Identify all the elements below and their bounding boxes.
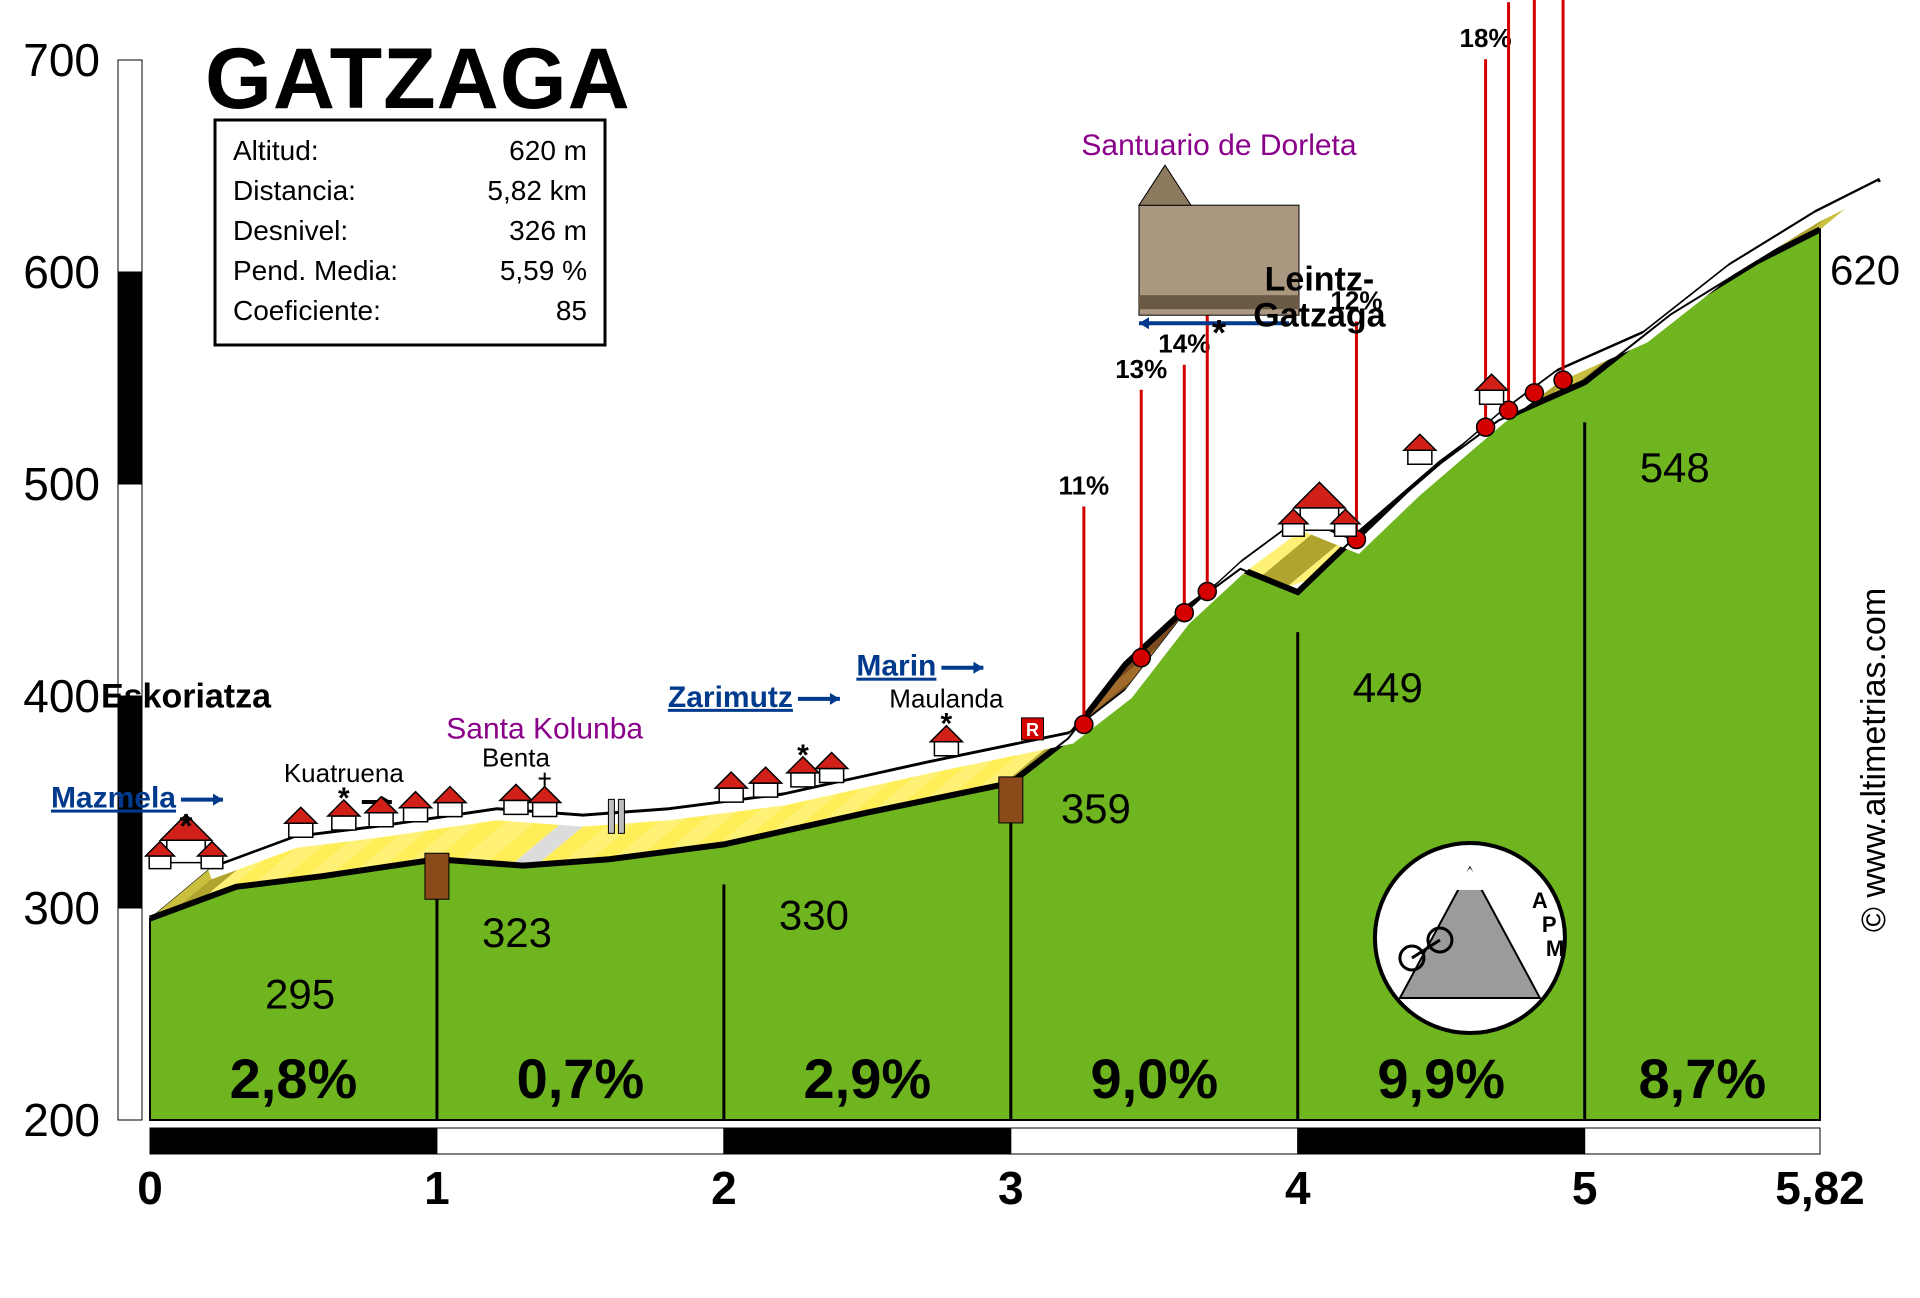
- x-tick: 0: [137, 1162, 163, 1214]
- altitude-mark: 449: [1353, 664, 1423, 711]
- km-gradient-label: 0,7%: [517, 1047, 645, 1110]
- steep-pct-label: 11%: [1059, 471, 1110, 501]
- stats-label: Desnivel:: [233, 215, 348, 246]
- km-gradient-label: 9,9%: [1377, 1047, 1505, 1110]
- rest-icon: R: [1021, 718, 1043, 740]
- steep-dot: [1477, 418, 1495, 436]
- steep-dot: [1132, 649, 1150, 667]
- km-gradient-label: 2,8%: [230, 1047, 358, 1110]
- x-tick: 1: [424, 1162, 450, 1214]
- poi-link[interactable]: Mazmela: [51, 782, 176, 815]
- poi-label: Benta: [482, 742, 550, 772]
- y-tick: 500: [23, 458, 100, 510]
- km-gradient-label: 2,9%: [804, 1047, 932, 1110]
- poi-link[interactable]: Marin: [856, 650, 936, 683]
- altitude-mark: 548: [1640, 444, 1710, 491]
- altitude-mark: 323: [482, 909, 552, 956]
- star-icon: *: [1212, 312, 1226, 353]
- star-icon: *: [338, 782, 350, 815]
- stats-value: 326 m: [509, 215, 587, 246]
- star-icon: *: [179, 808, 193, 846]
- x-tick: 2: [711, 1162, 737, 1214]
- altitude-mark: 295: [265, 971, 335, 1018]
- y-tick: 700: [23, 34, 100, 86]
- stats-label: Altitud:: [233, 135, 319, 166]
- source-label: © www.altimetrias.com: [1855, 588, 1893, 932]
- x-tick: 5,82: [1775, 1162, 1865, 1214]
- stats-value: 5,82 km: [487, 175, 587, 206]
- steep-dot: [1525, 384, 1543, 402]
- svg-text:M: M: [1546, 936, 1564, 961]
- stats-label: Distancia:: [233, 175, 356, 206]
- y-tick: 600: [23, 246, 100, 298]
- y-tick: 300: [23, 882, 100, 934]
- steep-pct-label: 18%: [1460, 23, 1512, 53]
- stats-label: Coeficiente:: [233, 295, 381, 326]
- marker-icon: [425, 853, 449, 899]
- y-tick: 200: [23, 1094, 100, 1146]
- marker-icon: [999, 777, 1023, 823]
- apm-logo: APM: [1375, 843, 1565, 1033]
- steep-dot: [1075, 716, 1093, 734]
- altitude-mark: 620: [1830, 247, 1900, 294]
- x-tick: 3: [998, 1162, 1024, 1214]
- stats-value: 5,59 %: [500, 255, 587, 286]
- star-icon: *: [797, 739, 809, 772]
- poi-label: Santa Kolunba: [446, 713, 643, 746]
- poi-link[interactable]: Zarimutz: [668, 681, 793, 714]
- stats-value: 620 m: [509, 135, 587, 166]
- steep-dot: [1198, 583, 1216, 601]
- steep-dot: [1175, 604, 1193, 622]
- svg-text:A: A: [1532, 888, 1548, 913]
- km-gradient-label: 9,0%: [1090, 1047, 1218, 1110]
- altitude-mark: 330: [779, 891, 849, 938]
- poi-label: Gatzaga: [1253, 296, 1386, 334]
- x-tick: 4: [1285, 1162, 1311, 1214]
- poi-label: Santuario de Dorleta: [1081, 129, 1356, 162]
- svg-text:R: R: [1026, 720, 1039, 740]
- poi-label: Eskoriatza: [101, 678, 272, 716]
- steep-pct-label: 14%: [1158, 329, 1210, 359]
- star-icon: *: [941, 708, 953, 741]
- y-tick: 400: [23, 670, 100, 722]
- chart-svg: 200 300 400 500 600 700 0 1 2 3 4 5 5,82 2,8% 0,7% 2,9%…: [0, 0, 1920, 1298]
- climb-title: GATZAGA: [205, 31, 631, 127]
- stats-label: Pend. Media:: [233, 255, 398, 286]
- stats-value: 85: [556, 295, 587, 326]
- km-gradient-label: 8,7%: [1639, 1047, 1767, 1110]
- x-tick: 5: [1572, 1162, 1598, 1214]
- altitude-mark: 359: [1061, 785, 1131, 832]
- poi-label: Leintz-: [1265, 260, 1375, 298]
- svg-text:P: P: [1542, 912, 1557, 937]
- steep-dot: [1554, 371, 1572, 389]
- climb-profile-chart: 200 300 400 500 600 700 0 1 2 3 4 5 5,82 2,8% 0,7% 2,9%…: [0, 0, 1920, 1298]
